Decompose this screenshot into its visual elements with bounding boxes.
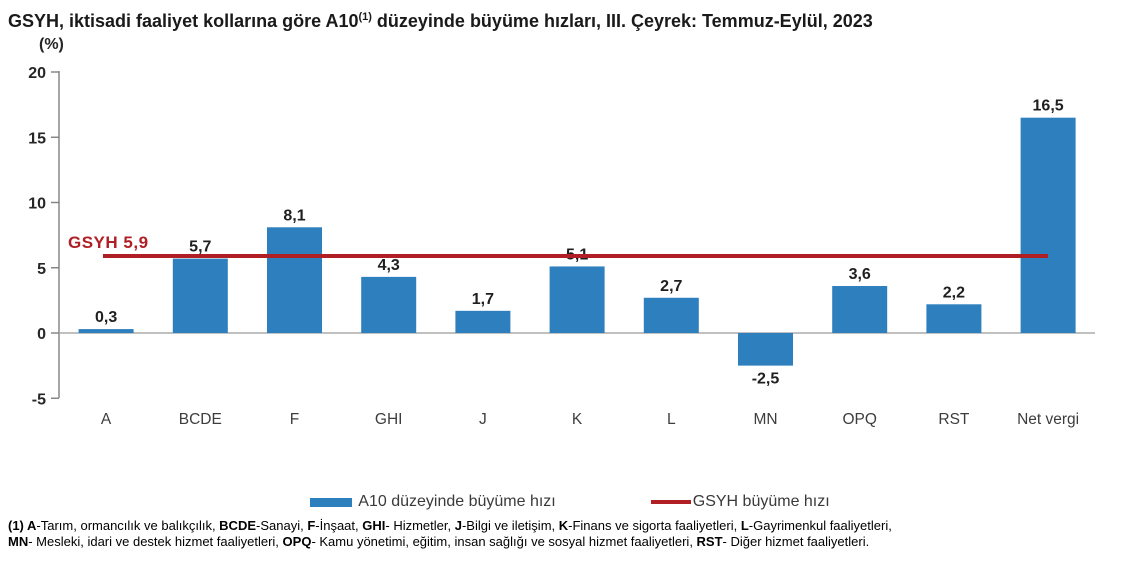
x-category-label-net-vergi: Net vergi	[1017, 411, 1079, 428]
y-tick-label-0: 0	[37, 326, 46, 343]
bar-value-label-l: 2,7	[660, 278, 682, 295]
page-title-suffix: düzeyinde büyüme hızları, III. Çeyrek: T…	[371, 11, 873, 31]
bar-net-vergi	[1020, 117, 1076, 333]
x-category-label-ghi: GHI	[375, 411, 403, 428]
footnote: (1) A-Tarım, ormancılık ve balıkçılık, B…	[8, 518, 1136, 549]
x-category-label-bcde: BCDE	[179, 411, 222, 428]
page-title-text: GSYH, iktisadi faaliyet kollarına göre A…	[8, 11, 359, 31]
legend-item-line: GSYH büyüme hızı	[650, 493, 830, 511]
y-axis-unit-label: (%)	[39, 36, 64, 53]
y-tick-label-20: 20	[28, 65, 46, 82]
legend-line-swatch	[650, 500, 691, 504]
bar-value-label-bcde: 5,7	[189, 239, 211, 256]
footnote-line-2: MN- Mesleki, idari ve destek hizmet faal…	[8, 533, 870, 549]
legend-bar-swatch	[310, 497, 353, 507]
bar-bcde	[172, 258, 228, 333]
chart-legend: A10 düzeyinde büyüme hızı GSYH büyüme hı…	[0, 493, 1140, 511]
bar-ghi	[361, 276, 417, 333]
y-tick-label-5: 5	[37, 261, 46, 278]
y-tick-label-15: 15	[28, 130, 46, 147]
x-category-label-k: K	[572, 411, 583, 428]
bar-value-label-opq: 3,6	[849, 266, 871, 283]
bar-opq	[832, 286, 888, 333]
y-tick-label-10: 10	[28, 196, 46, 213]
bar-k	[549, 266, 605, 333]
bar-j	[455, 310, 511, 333]
x-category-label-j: J	[479, 411, 487, 428]
legend-line-label: GSYH büyüme hızı	[692, 493, 830, 510]
legend-item-bars: A10 düzeyinde büyüme hızı	[310, 493, 556, 511]
bar-l	[643, 297, 699, 333]
bar-value-label-mn: -2,5	[752, 371, 780, 388]
bar-value-label-ghi: 4,3	[378, 257, 400, 274]
x-category-label-mn: MN	[753, 411, 777, 428]
bar-value-label-rst: 2,2	[943, 284, 965, 301]
bar-value-label-j: 1,7	[472, 291, 494, 308]
page-title-superscript: (1)	[358, 11, 372, 23]
bar-a	[78, 329, 134, 333]
page-title: GSYH, iktisadi faaliyet kollarına göre A…	[8, 11, 1132, 32]
x-category-label-a: A	[101, 411, 112, 428]
footnote-line-1: (1) A-Tarım, ormancılık ve balıkçılık, B…	[8, 518, 892, 533]
legend-bar-label: A10 düzeyinde büyüme hızı	[358, 493, 556, 510]
bar-value-label-f: 8,1	[283, 207, 305, 224]
bar-rst	[926, 304, 982, 333]
bar-value-label-a: 0,3	[95, 309, 117, 326]
y-tick-label--5: -5	[32, 391, 46, 408]
bar-mn	[738, 333, 793, 366]
gsyh-reference-label: GSYH 5,9	[68, 233, 149, 252]
x-category-label-l: L	[667, 411, 676, 428]
bar-chart: 20151050-50,3A5,7BCDE8,1F4,3GHI1,7J5,1K2…	[28, 65, 1095, 428]
x-category-label-f: F	[290, 411, 299, 428]
x-category-label-opq: OPQ	[842, 411, 876, 428]
x-category-label-rst: RST	[938, 411, 970, 428]
bar-f	[267, 227, 322, 333]
bar-value-label-net-vergi: 16,5	[1033, 98, 1064, 115]
